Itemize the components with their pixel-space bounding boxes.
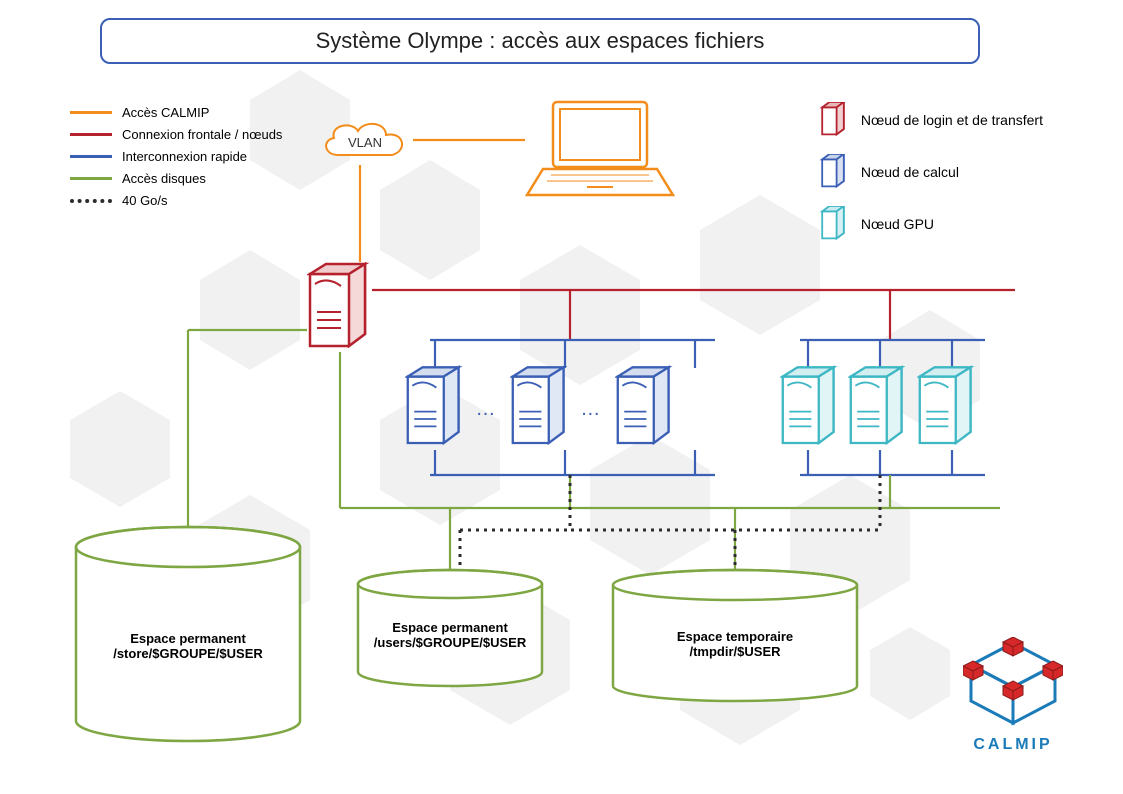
vlan-cloud: VLAN <box>318 117 413 165</box>
ellipsis-icon: … <box>580 398 604 421</box>
legend-row: Nœud de login et de transfert <box>819 102 1043 138</box>
gpu-node-group <box>778 365 979 454</box>
legend-swatch-dotted <box>70 199 112 203</box>
legend-nodes: Nœud de login et de transfert Nœud de ca… <box>819 102 1043 258</box>
login-node-icon <box>819 102 847 138</box>
legend-label: 40 Go/s <box>122 193 168 208</box>
legend-label: Nœud de calcul <box>861 164 959 180</box>
legend-label: Nœud de login et de transfert <box>861 112 1043 128</box>
legend-swatch-red <box>70 133 112 136</box>
storage-path: /store/$GROUPE/$USER <box>72 646 304 661</box>
legend-label: Accès CALMIP <box>122 105 209 120</box>
title-text: Système Olympe : accès aux espaces fichi… <box>316 28 765 54</box>
laptop-icon <box>525 97 675 205</box>
legend-row: Interconnexion rapide <box>70 149 282 164</box>
legend-label: Accès disques <box>122 171 206 186</box>
gpu-node <box>917 365 977 454</box>
login-node <box>307 262 372 352</box>
compute-node <box>615 365 675 454</box>
legend-swatch-green <box>70 177 112 180</box>
storage-cylinder-tmp: Espace temporaire /tmpdir/$USER <box>610 568 860 708</box>
compute-node <box>405 365 465 454</box>
calmip-logo-text: CALMIP <box>943 736 1083 754</box>
storage-title: Espace permanent <box>72 631 304 646</box>
legend-row: Nœud GPU <box>819 206 1043 242</box>
legend-label: Nœud GPU <box>861 216 934 232</box>
storage-title: Espace temporaire <box>610 629 860 644</box>
calmip-cube-icon <box>963 637 1063 727</box>
compute-node-icon <box>819 154 847 190</box>
gpu-node <box>780 365 840 454</box>
storage-cylinder-store: Espace permanent /store/$GROUPE/$USER <box>72 525 304 748</box>
storage-cylinder-users: Espace permanent /users/$GROUPE/$USER <box>355 568 545 693</box>
compute-node-group: … … <box>403 365 677 456</box>
compute-node <box>510 365 570 454</box>
legend-row: 40 Go/s <box>70 193 282 208</box>
legend-label: Interconnexion rapide <box>122 149 247 164</box>
legend-row: Accès CALMIP <box>70 105 282 120</box>
legend-swatch-orange <box>70 111 112 114</box>
storage-path: /users/$GROUPE/$USER <box>355 635 545 650</box>
legend-row: Nœud de calcul <box>819 154 1043 190</box>
gpu-node-icon <box>819 206 847 242</box>
legend-label: Connexion frontale / nœuds <box>122 127 282 142</box>
page-title: Système Olympe : accès aux espaces fichi… <box>100 18 980 64</box>
legend-connections: Accès CALMIP Connexion frontale / nœuds … <box>70 105 282 215</box>
gpu-node <box>848 365 908 454</box>
vlan-label: VLAN <box>348 135 382 150</box>
legend-swatch-blue <box>70 155 112 158</box>
storage-title: Espace permanent <box>355 620 545 635</box>
legend-row: Accès disques <box>70 171 282 186</box>
calmip-logo: CALMIP <box>943 637 1083 754</box>
storage-path: /tmpdir/$USER <box>610 644 860 659</box>
legend-row: Connexion frontale / nœuds <box>70 127 282 142</box>
ellipsis-icon: … <box>475 398 499 421</box>
